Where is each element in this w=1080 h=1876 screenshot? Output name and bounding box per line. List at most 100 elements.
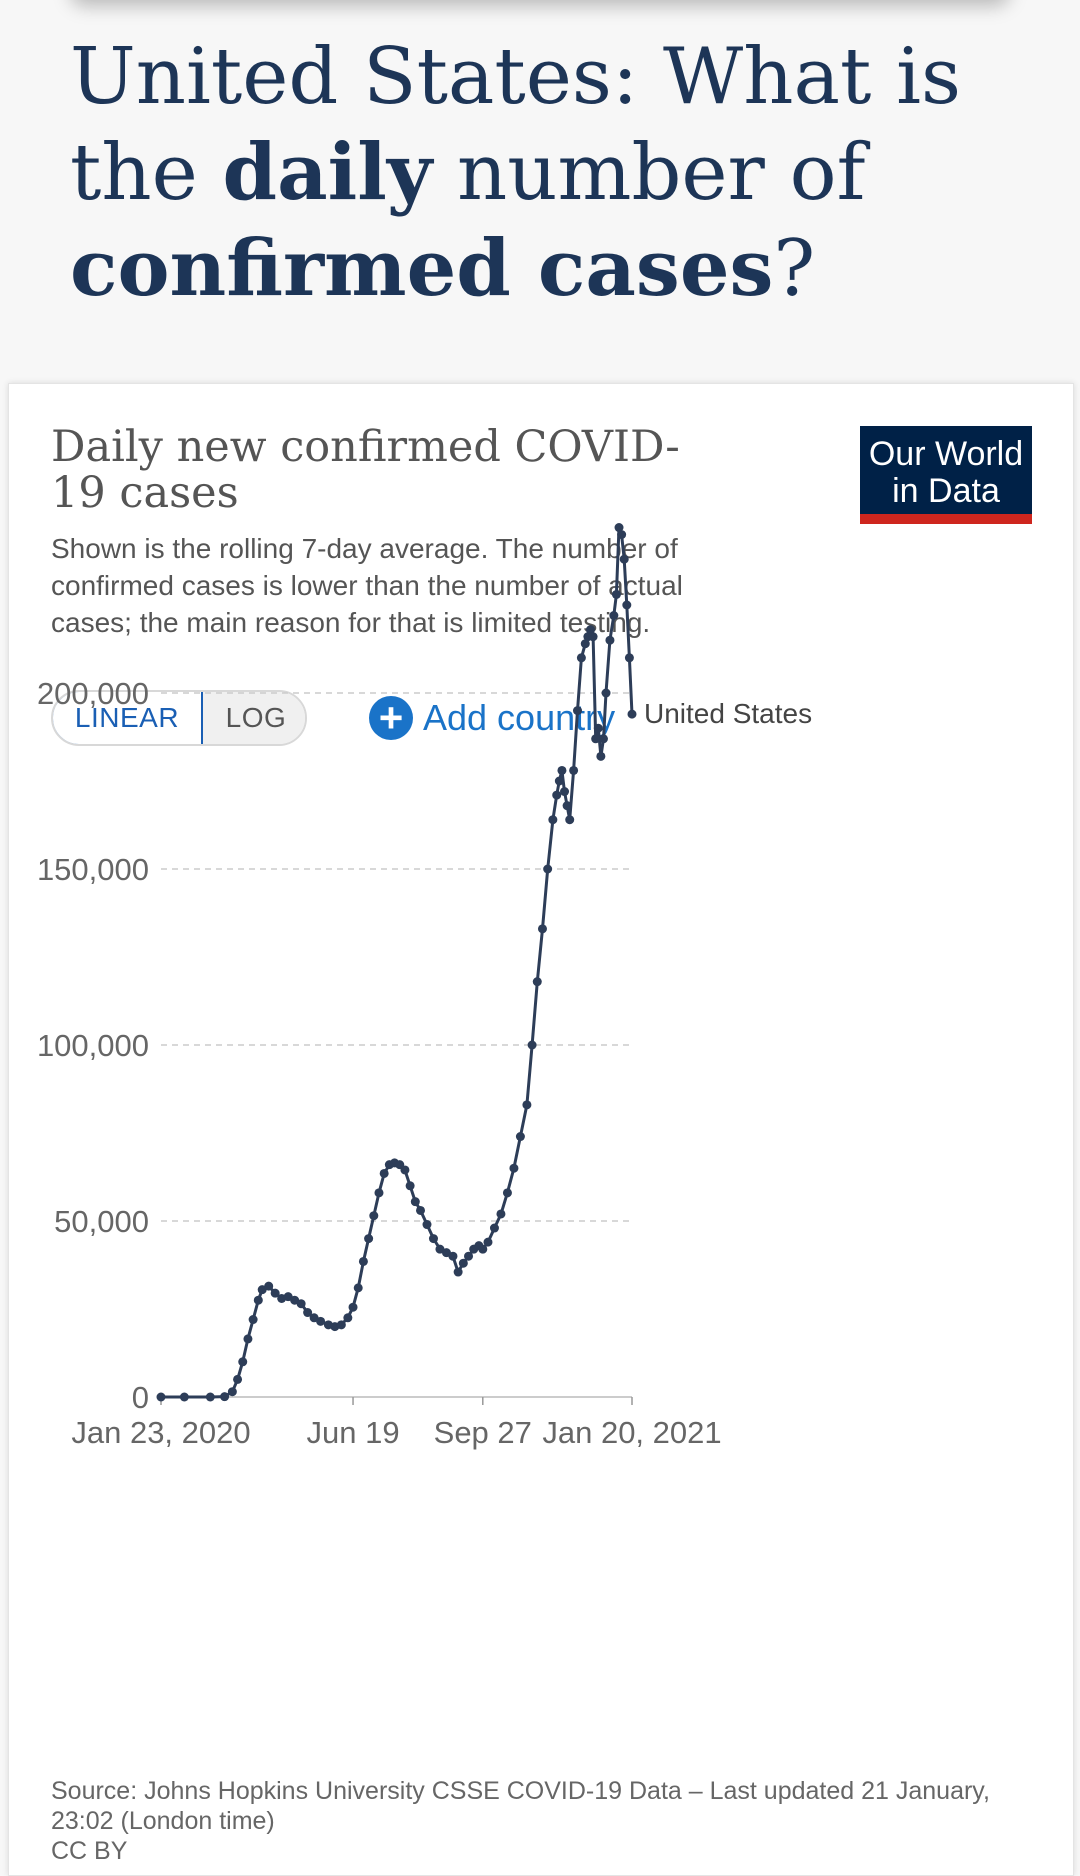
data-point [619, 554, 629, 564]
data-point [303, 1308, 313, 1318]
data-point [364, 1234, 374, 1244]
license-note: CC BY [51, 1837, 128, 1865]
data-point [353, 1283, 363, 1293]
data-point [627, 709, 637, 719]
series-line-united-states [161, 526, 634, 1399]
data-point [622, 600, 632, 610]
headline-confirmed-cases: confirmed cases [70, 223, 774, 314]
data-point [569, 765, 579, 775]
data-point [379, 1168, 389, 1178]
headline-part3: number of [432, 128, 866, 218]
linear-scale-button[interactable]: LINEAR [53, 692, 203, 744]
data-point [591, 734, 601, 744]
owid-logo[interactable]: Our World in Data [860, 426, 1032, 524]
data-point [593, 723, 603, 733]
data-point [296, 1299, 306, 1309]
data-point [609, 611, 619, 621]
data-point [562, 801, 572, 811]
data-point [416, 1205, 426, 1215]
data-point [543, 864, 553, 874]
data-point [270, 1288, 280, 1298]
data-point [605, 635, 615, 645]
data-point [316, 1316, 326, 1326]
add-country-label: Add country [423, 697, 616, 738]
data-point [515, 1132, 525, 1142]
data-point [624, 653, 634, 663]
data-point [410, 1197, 420, 1207]
line-chart: 0 50,000 100,000 150,000 200,000 Jan 23, 2020… [37, 523, 812, 1450]
plus-icon: + [369, 696, 413, 740]
data-point [336, 1320, 346, 1330]
data-point [233, 1374, 243, 1384]
chart-subtitle: Shown is the rolling 7-day average. The … [51, 533, 683, 638]
data-point [238, 1357, 248, 1367]
data-point [598, 734, 608, 744]
data-point [400, 1165, 410, 1175]
data-point [560, 787, 570, 797]
data-point [448, 1251, 458, 1261]
data-point [264, 1281, 274, 1291]
data-point [483, 1237, 493, 1247]
y-tick-label: 0 [132, 1380, 149, 1415]
data-point [557, 765, 567, 775]
data-point [548, 815, 558, 825]
data-point [156, 1392, 166, 1402]
data-point [343, 1313, 353, 1323]
data-point [422, 1220, 432, 1230]
data-point [227, 1387, 237, 1397]
x-tick-label: Sep 27 [434, 1415, 532, 1450]
log-scale-button[interactable]: LOG [203, 692, 305, 744]
data-point [179, 1392, 189, 1402]
source-note: Source: Johns Hopkins University CSSE CO… [51, 1777, 990, 1835]
data-point [453, 1267, 463, 1277]
chart-card: Daily new confirmed COVID-19 cases Shown… [8, 383, 1074, 1876]
y-tick-label: 50,000 [54, 1204, 149, 1239]
headline-part1: United States: What is the [70, 32, 962, 218]
data-point [502, 1188, 512, 1198]
data-point [580, 639, 590, 649]
data-point [369, 1211, 379, 1221]
data-point [243, 1334, 253, 1344]
data-point [509, 1163, 519, 1173]
data-point [464, 1251, 474, 1261]
data-point [537, 924, 547, 934]
data-point [458, 1258, 468, 1268]
data-point [565, 815, 575, 825]
add-country-button[interactable]: + Add country [369, 690, 615, 746]
data-point [527, 1040, 537, 1050]
page-headline: United States: What is the daily number … [70, 30, 1030, 317]
chart-title: Daily new confirmed COVID-19 cases [51, 422, 680, 518]
data-point [614, 523, 624, 533]
data-point [496, 1209, 506, 1219]
data-point [205, 1392, 215, 1402]
data-point [489, 1223, 499, 1233]
data-point [552, 790, 562, 800]
logo-line-1: Our World [868, 435, 1024, 473]
x-tick-label: Jun 19 [306, 1415, 399, 1450]
logo-line-2: in Data [892, 472, 1000, 510]
headline-question-mark: ? [773, 224, 816, 314]
data-point [478, 1244, 488, 1254]
scale-toggle: LINEAR LOG [51, 690, 307, 746]
data-point [596, 751, 606, 761]
data-point [220, 1392, 230, 1402]
data-point [601, 688, 611, 698]
series-end-label: United States [644, 698, 812, 729]
data-point [428, 1234, 438, 1244]
data-point [588, 632, 598, 642]
data-point [573, 706, 583, 716]
x-tick-label: Jan 20, 2021 [542, 1415, 721, 1450]
y-tick-label: 150,000 [37, 852, 149, 887]
data-point [617, 530, 627, 540]
data-point [585, 625, 595, 635]
data-point [253, 1295, 263, 1305]
data-point [532, 977, 542, 987]
data-point [405, 1181, 415, 1191]
data-point [248, 1315, 258, 1325]
data-point [358, 1256, 368, 1266]
data-point [554, 776, 564, 786]
x-tick-label: Jan 23, 2020 [71, 1415, 250, 1450]
data-point [348, 1302, 358, 1312]
data-point [374, 1188, 384, 1198]
headline-daily: daily [222, 127, 433, 218]
